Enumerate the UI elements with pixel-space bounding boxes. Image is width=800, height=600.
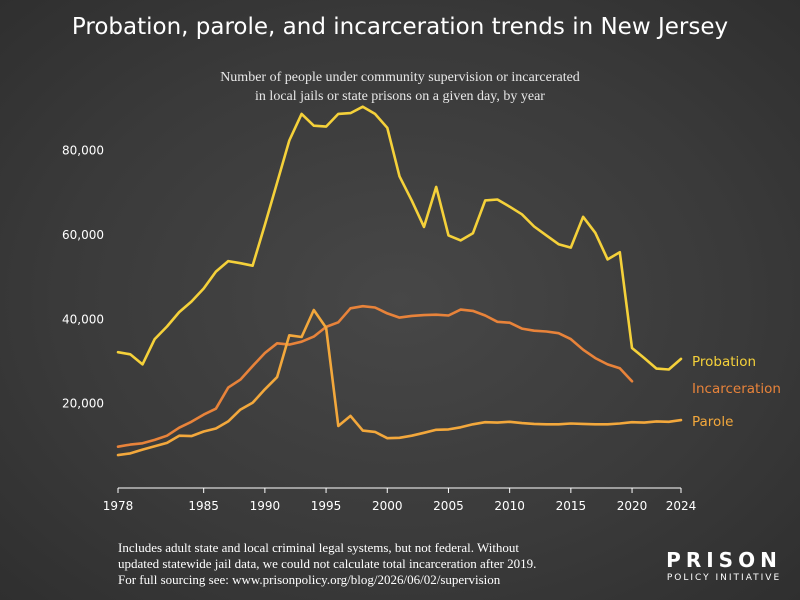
prison-policy-logo: PRISON POLICY INITIATIVE bbox=[654, 548, 794, 584]
series-label-parole: Parole bbox=[692, 414, 733, 430]
x-tick-label: 2010 bbox=[494, 499, 525, 513]
chart-axes: 1978 1985 1990 1995 2000 2005 2010 2015 2020 2024… bbox=[62, 144, 696, 513]
x-tick-label: 1978 bbox=[103, 499, 134, 513]
logo-line-1: PRISON bbox=[666, 548, 782, 572]
chart-title: Probation, parole, and incarceration tre… bbox=[71, 14, 729, 40]
series-line-probation bbox=[116, 105, 683, 371]
series-label-probation: Probation bbox=[692, 354, 756, 370]
subtitle-line-1: Number of people under community supervi… bbox=[220, 70, 580, 85]
x-tick-label: 1990 bbox=[250, 499, 281, 513]
x-tick-label: 2020 bbox=[617, 499, 648, 513]
subtitle-line-2: in local jails or state prisons on a giv… bbox=[255, 89, 545, 104]
x-tick-label: 1985 bbox=[188, 499, 219, 513]
series-label-incarceration: Incarceration bbox=[692, 381, 781, 397]
y-tick-label: 60,000 bbox=[62, 228, 104, 242]
x-tick-label: 1995 bbox=[311, 499, 342, 513]
series-line-incarceration bbox=[116, 304, 634, 448]
y-tick-label: 80,000 bbox=[62, 144, 104, 158]
x-tick-label: 2000 bbox=[372, 499, 403, 513]
y-tick-label: 20,000 bbox=[62, 397, 104, 411]
logo-line-2: POLICY INITIATIVE bbox=[666, 573, 782, 583]
source-note: Includes adult state and local criminal … bbox=[118, 540, 638, 588]
x-tick-label: 2015 bbox=[556, 499, 587, 513]
y-tick-label: 40,000 bbox=[62, 312, 104, 326]
source-note-line-3: For full sourcing see: www.prisonpolicy.… bbox=[118, 572, 501, 587]
source-note-line-1: Includes adult state and local criminal … bbox=[118, 540, 520, 555]
x-tick-label: 2024 bbox=[666, 499, 697, 513]
source-note-line-2: updated statewide jail data, we could no… bbox=[118, 556, 537, 571]
chart-series-labels: Incarceration Parole Probation bbox=[692, 354, 781, 430]
chart-subtitle: Number of people under community supervi… bbox=[100, 68, 700, 106]
chart-series-lines bbox=[116, 105, 683, 457]
x-tick-label: 2005 bbox=[433, 499, 464, 513]
series-line-parole bbox=[116, 308, 683, 457]
